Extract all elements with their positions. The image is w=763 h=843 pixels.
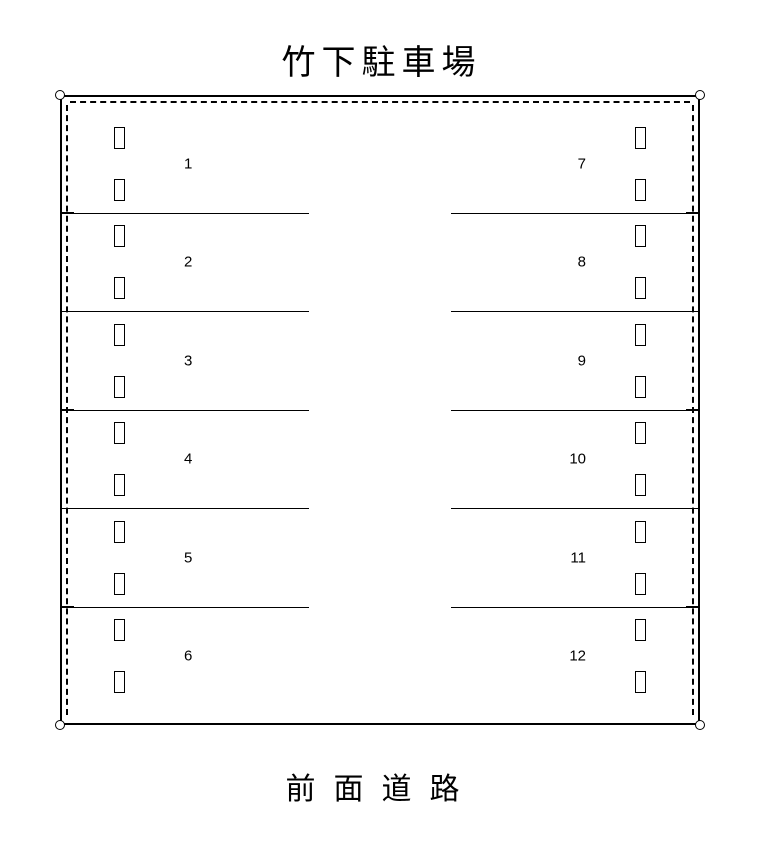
wheel-stop-icon <box>635 521 646 543</box>
wheel-stop-icon <box>114 127 125 149</box>
slot-number: 7 <box>578 155 586 172</box>
right-column: 7 8 9 10 11 <box>451 115 686 705</box>
parking-diagram: 竹下駐車場 1 2 3 <box>0 0 763 843</box>
slot-number: 4 <box>184 451 192 468</box>
wheel-stop-icon <box>114 619 125 641</box>
wheel-stop-icon <box>114 573 125 595</box>
corner-marker <box>695 90 705 100</box>
front-road-label: 前面道路 <box>0 764 763 808</box>
slot-number: 6 <box>184 648 192 665</box>
parking-slot: 11 <box>451 509 686 608</box>
wheel-stop-icon <box>114 324 125 346</box>
wheel-stop-icon <box>635 573 646 595</box>
parking-slot: 6 <box>74 608 309 706</box>
wheel-stop-icon <box>635 277 646 299</box>
wheel-stop-icon <box>114 277 125 299</box>
parking-slot: 12 <box>451 608 686 706</box>
parking-slot: 10 <box>451 411 686 510</box>
wheel-stop-icon <box>635 127 646 149</box>
wheel-stop-icon <box>114 521 125 543</box>
slot-number: 9 <box>578 352 586 369</box>
wheel-stop-icon <box>114 422 125 444</box>
wheel-stop-icon <box>635 619 646 641</box>
corner-marker <box>55 90 65 100</box>
slot-number: 3 <box>184 352 192 369</box>
wheel-stop-icon <box>635 474 646 496</box>
slot-number: 12 <box>569 648 586 665</box>
wheel-stop-icon <box>114 671 125 693</box>
wheel-stop-icon <box>635 225 646 247</box>
corner-marker <box>695 720 705 730</box>
slot-number: 2 <box>184 254 192 271</box>
slot-number: 10 <box>569 451 586 468</box>
wheel-stop-icon <box>114 474 125 496</box>
parking-slot: 3 <box>74 312 309 411</box>
wheel-stop-icon <box>114 376 125 398</box>
parking-lot-outline: 1 2 3 4 5 <box>60 95 700 725</box>
wheel-stop-icon <box>635 324 646 346</box>
parking-slot: 8 <box>451 214 686 313</box>
wheel-stop-icon <box>114 225 125 247</box>
wheel-stop-icon <box>635 671 646 693</box>
wheel-stop-icon <box>635 179 646 201</box>
slot-number: 5 <box>184 549 192 566</box>
parking-slot: 1 <box>74 115 309 214</box>
wheel-stop-icon <box>114 179 125 201</box>
parking-slot: 9 <box>451 312 686 411</box>
parking-slot: 7 <box>451 115 686 214</box>
parking-slot: 2 <box>74 214 309 313</box>
parking-slot: 5 <box>74 509 309 608</box>
diagram-title: 竹下駐車場 <box>0 35 763 84</box>
lot-dash-top <box>70 101 690 103</box>
slot-number: 8 <box>578 254 586 271</box>
slot-number: 11 <box>570 549 586 566</box>
wheel-stop-icon <box>635 376 646 398</box>
left-column: 1 2 3 4 5 <box>74 115 309 705</box>
wheel-stop-icon <box>635 422 646 444</box>
slot-number: 1 <box>184 155 192 172</box>
parking-slot: 4 <box>74 411 309 510</box>
corner-marker <box>55 720 65 730</box>
